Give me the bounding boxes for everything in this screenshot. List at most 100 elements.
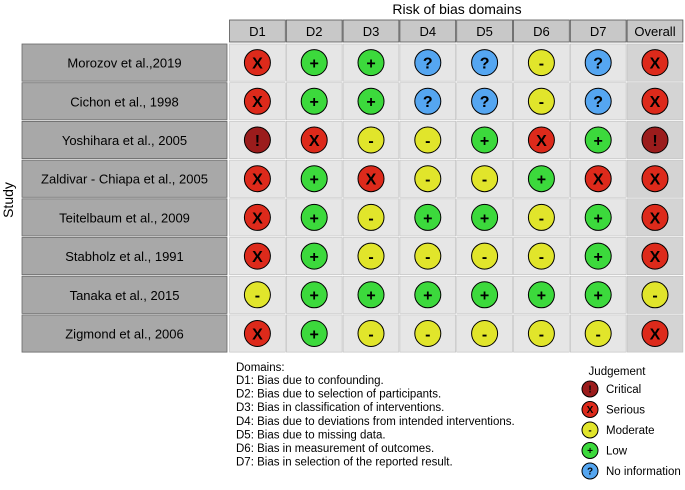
- legend-symbol-no_info: ?: [581, 462, 599, 480]
- judgement-low-glyph: +: [366, 55, 375, 72]
- judgement-serious: X: [641, 49, 669, 77]
- domain-description: D3: Bias in classification of interventi…: [236, 402, 444, 414]
- legend-symbol-low: +: [581, 442, 599, 459]
- judgement-serious-circle: [641, 49, 669, 77]
- judgement-serious-circle: [641, 320, 669, 347]
- judgement-no_info-circle: [584, 87, 612, 115]
- judgement-low-glyph: +: [537, 288, 546, 305]
- judgement-low: +: [471, 203, 499, 231]
- judgement-moderate-glyph: -: [652, 288, 657, 305]
- judgement-low-circle: [300, 203, 328, 231]
- column-header-box: [456, 19, 513, 43]
- study-label-box: [21, 198, 228, 237]
- judgement-serious-glyph: X: [252, 55, 263, 72]
- judgement-serious-glyph: X: [309, 133, 320, 150]
- judgement-low-glyph: +: [310, 288, 319, 305]
- study-label: Yoshihara et al., 2005: [62, 133, 187, 148]
- judgement-moderate-glyph: -: [425, 133, 430, 150]
- judgement-no_info-circle: [471, 49, 499, 77]
- judgement-low: +: [300, 203, 328, 231]
- judgement-moderate-circle: [357, 242, 385, 270]
- judgement-low-circle: [414, 281, 442, 309]
- judgement-moderate-circle: [414, 165, 442, 193]
- judgement-low: +: [300, 242, 328, 270]
- judgement-serious: X: [641, 203, 669, 231]
- judgement-moderate-glyph: -: [539, 94, 544, 111]
- judgement-moderate-glyph: -: [368, 326, 373, 343]
- judgement-moderate-circle: [357, 126, 385, 154]
- judgement-serious: X: [243, 49, 271, 77]
- domain-description: D5: Bias due to missing data.: [236, 429, 386, 441]
- legend-symbol-serious-circle: [581, 401, 599, 418]
- judgement-low-circle: [584, 126, 612, 154]
- judgement-serious-circle: [527, 126, 555, 154]
- judgement-serious-glyph: X: [650, 326, 661, 343]
- judgement-serious: X: [527, 126, 555, 154]
- column-header: D2: [306, 24, 323, 39]
- legend-item: ! Critical: [581, 380, 641, 398]
- judgement-serious: X: [584, 165, 612, 193]
- study-label: Stabholz et al., 1991: [65, 249, 184, 264]
- judgement-low-glyph: +: [480, 210, 489, 227]
- judgement-moderate-circle: [414, 320, 442, 347]
- legend-label: Low: [606, 446, 628, 458]
- study-label: Zaldivar - Chiapa et al., 2005: [41, 172, 208, 187]
- column-header-box: [626, 19, 684, 43]
- legend-symbol-moderate-glyph: -: [588, 426, 591, 437]
- judgement-moderate-glyph: -: [539, 210, 544, 227]
- judgement-low-glyph: +: [366, 94, 375, 111]
- judgement-low-circle: [471, 126, 499, 154]
- judgement-low: +: [300, 281, 328, 309]
- judgement-low-glyph: +: [594, 288, 603, 305]
- judgement-serious-glyph: X: [252, 249, 263, 266]
- column-header: D5: [476, 24, 493, 39]
- judgement-low-circle: [357, 281, 385, 309]
- judgement-low: +: [357, 87, 385, 115]
- column-header-box: [399, 19, 457, 43]
- judgement-moderate-circle: [527, 320, 555, 347]
- judgement-moderate-circle: [414, 242, 442, 270]
- judgement-moderate-glyph: -: [425, 326, 430, 343]
- judgement-serious-circle: [641, 203, 669, 231]
- judgement-no_info-glyph: ?: [480, 55, 490, 72]
- judgement-low-glyph: +: [480, 133, 489, 150]
- domain-description: D7: Bias in selection of the reported re…: [236, 457, 453, 469]
- judgement-serious-glyph: X: [252, 172, 263, 189]
- domain-description: D1: Bias due to confounding.: [236, 375, 384, 387]
- judgement-serious-circle: [357, 165, 385, 193]
- judgement-moderate-circle: [414, 126, 442, 154]
- judgement-low-circle: [471, 203, 499, 231]
- judgement-moderate: -: [357, 203, 385, 231]
- table-row: Tanaka et al., 2015 - + + + + + + -: [21, 275, 684, 314]
- judgement-moderate: -: [471, 165, 499, 193]
- judgement-serious-glyph: X: [650, 210, 661, 227]
- judgement-moderate-glyph: -: [539, 326, 544, 343]
- judgement-low-circle: [527, 165, 555, 193]
- judgement-moderate-glyph: -: [596, 326, 601, 343]
- judgement-low-circle: [414, 203, 442, 231]
- domain-description: D4: Bias due to deviations from intended…: [236, 416, 515, 428]
- judgement-serious-circle: [243, 242, 271, 270]
- judgement-low-circle: [300, 165, 328, 193]
- judgement-low: +: [300, 49, 328, 77]
- legend-symbol-moderate: -: [581, 421, 599, 439]
- judgement-moderate: -: [414, 320, 442, 347]
- judgement-no_info: ?: [471, 49, 499, 77]
- legend-symbol-no_info-glyph: ?: [587, 467, 593, 478]
- judgement-moderate-glyph: -: [255, 288, 260, 305]
- judgement-moderate-glyph: -: [368, 133, 373, 150]
- study-label: Morozov et al.,2019: [67, 56, 181, 71]
- table-row: Stabholz et al., 1991 X + - - - - + X: [21, 237, 684, 276]
- legend-item: ? No information: [581, 462, 681, 480]
- judgement-serious-glyph: X: [650, 172, 661, 189]
- legend-label: Critical: [606, 384, 641, 396]
- judgement-moderate: -: [357, 126, 385, 154]
- table-row: Teitelbaum et al., 2009 X + - + + - + X: [21, 198, 684, 237]
- table-row: Zaldivar - Chiapa et al., 2005 X + X - - + X X: [21, 159, 684, 198]
- judgement-moderate: -: [357, 242, 385, 270]
- judgement-serious-glyph: X: [650, 249, 661, 266]
- judgement-moderate-glyph: -: [482, 249, 487, 266]
- legend-label: No information: [606, 466, 681, 478]
- judgement-low-glyph: +: [480, 288, 489, 305]
